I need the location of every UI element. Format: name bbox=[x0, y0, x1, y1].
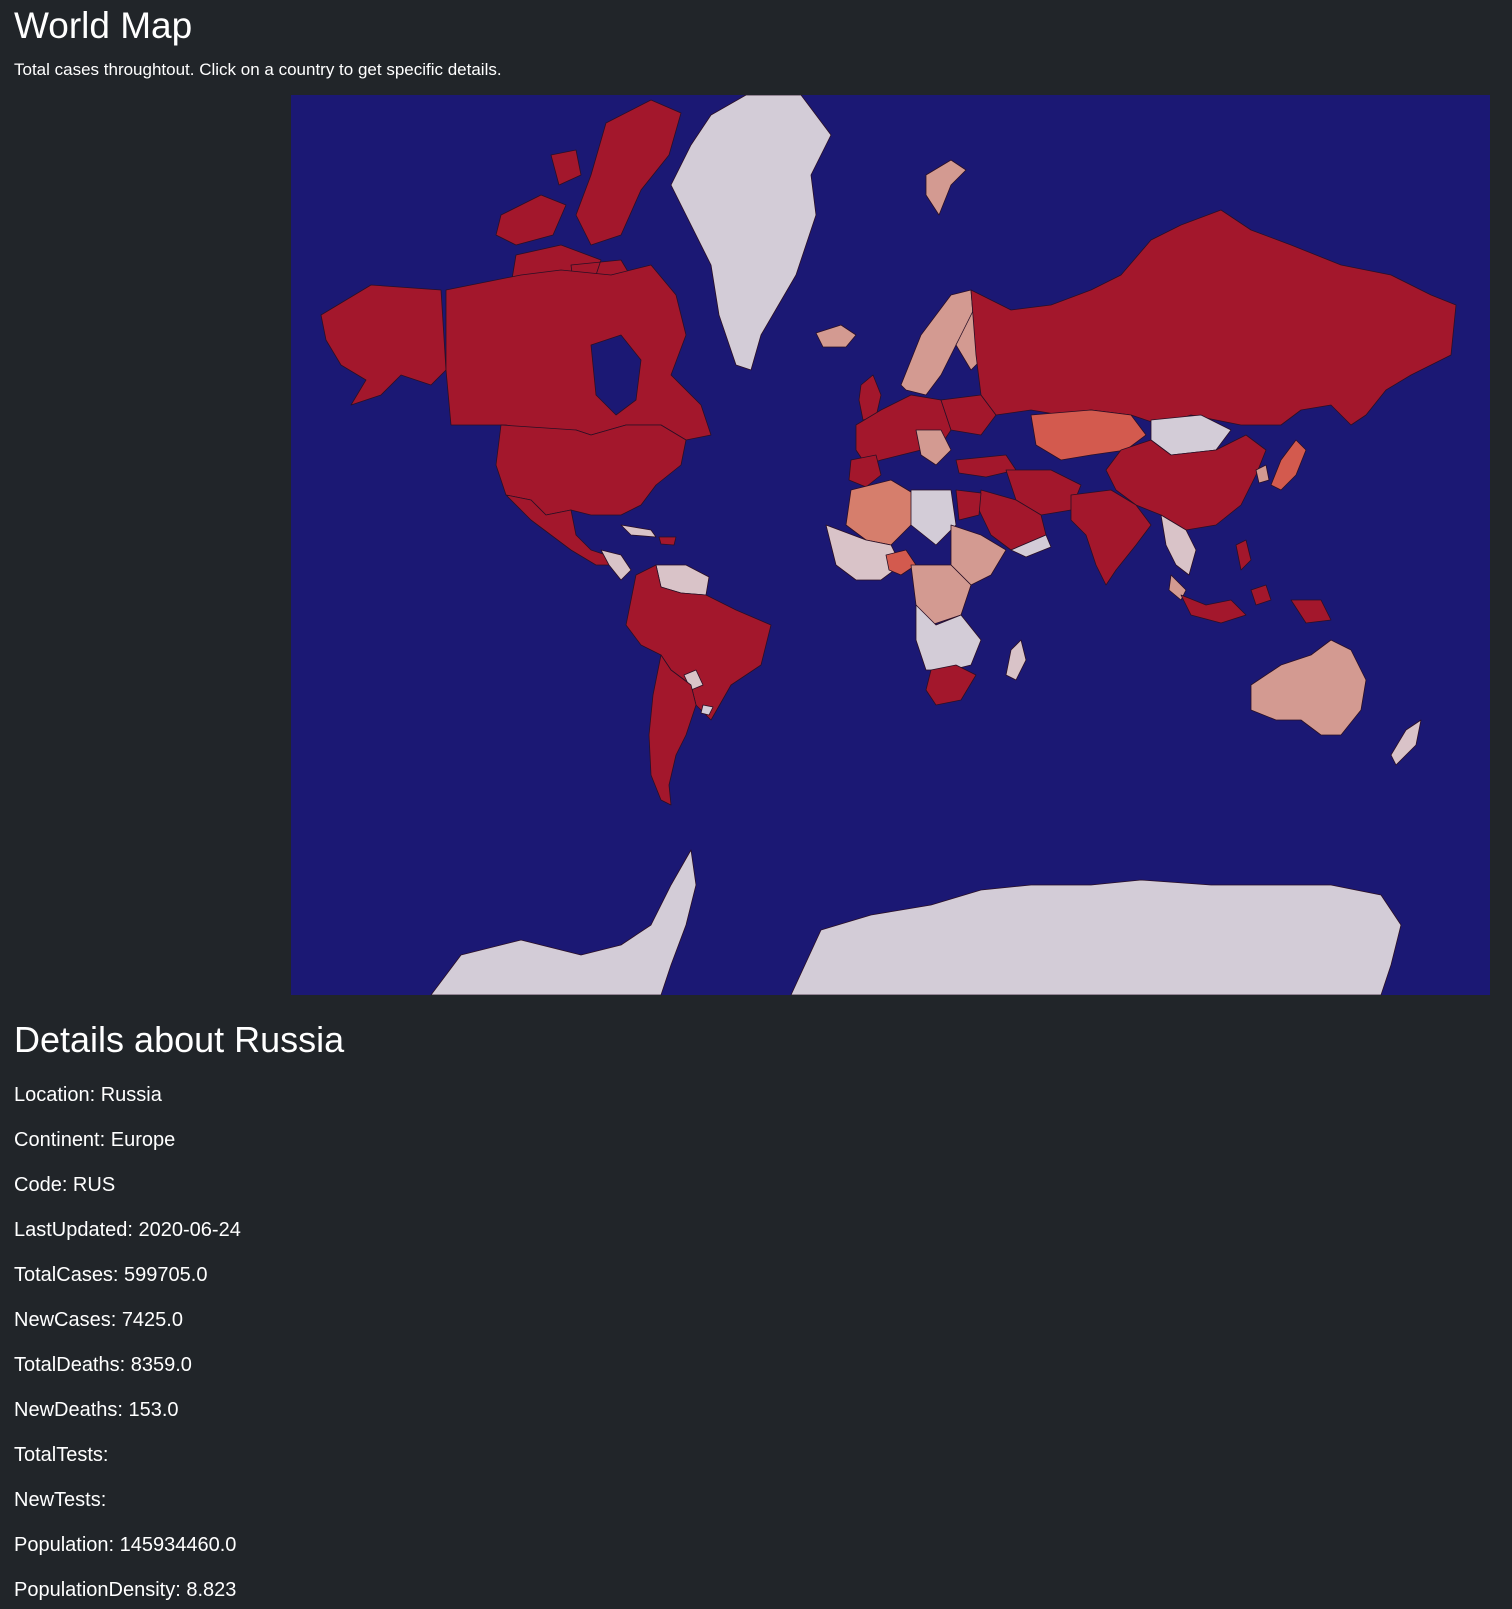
country-usa-alaska[interactable] bbox=[320, 284, 447, 406]
detail-continent: Continent: Europe bbox=[14, 1129, 176, 1151]
country-north-africa[interactable] bbox=[845, 479, 917, 546]
country-ukraine[interactable] bbox=[940, 394, 997, 436]
country-argentina-chile[interactable] bbox=[648, 654, 697, 806]
country-uruguay[interactable] bbox=[700, 704, 714, 716]
country-japan[interactable] bbox=[1270, 439, 1307, 491]
detail-total-cases: TotalCases: 599705.0 bbox=[14, 1264, 208, 1286]
hudson-bay bbox=[590, 334, 642, 416]
country-iberia[interactable] bbox=[848, 454, 882, 488]
country-iceland[interactable] bbox=[815, 324, 857, 348]
country-south-korea[interactable] bbox=[1255, 464, 1270, 484]
detail-population-density: PopulationDensity: 8.823 bbox=[14, 1579, 237, 1601]
country-philippines[interactable] bbox=[1235, 539, 1252, 571]
world-map[interactable] bbox=[291, 95, 1490, 995]
country-dominican-republic[interactable] bbox=[658, 536, 677, 546]
country-madagascar[interactable] bbox=[1005, 639, 1027, 681]
country-nigeria[interactable] bbox=[885, 549, 917, 576]
country-canada[interactable] bbox=[445, 264, 712, 441]
country-antarctica[interactable] bbox=[430, 849, 1402, 995]
country-indonesia[interactable] bbox=[1180, 584, 1332, 624]
country-west-africa[interactable] bbox=[825, 524, 902, 581]
details-list: Location: Russia Continent: Europe Code:… bbox=[14, 1083, 241, 1609]
country-south-africa[interactable] bbox=[925, 664, 977, 706]
country-brazil[interactable] bbox=[625, 564, 772, 721]
page-title: World Map bbox=[14, 5, 193, 46]
details-title: Details about Russia bbox=[14, 1019, 345, 1060]
detail-new-tests: NewTests: bbox=[14, 1489, 107, 1511]
world-map-svg[interactable] bbox=[291, 95, 1490, 995]
country-balkans[interactable] bbox=[915, 429, 952, 466]
country-greenland[interactable] bbox=[670, 95, 832, 371]
detail-code: Code: RUS bbox=[14, 1174, 116, 1196]
country-yemen-oman[interactable] bbox=[1010, 534, 1052, 558]
country-egypt[interactable] bbox=[955, 489, 982, 521]
detail-new-cases: NewCases: 7425.0 bbox=[14, 1309, 183, 1331]
country-libya-sahara[interactable] bbox=[910, 489, 957, 546]
country-new-zealand[interactable] bbox=[1390, 719, 1422, 766]
detail-total-deaths: TotalDeaths: 8359.0 bbox=[14, 1354, 192, 1376]
country-turkey[interactable] bbox=[955, 454, 1017, 478]
detail-new-deaths: NewDeaths: 153.0 bbox=[14, 1399, 179, 1421]
detail-location: Location: Russia bbox=[14, 1084, 162, 1106]
country-southeast-asia[interactable] bbox=[1160, 514, 1197, 576]
country-malaysia[interactable] bbox=[1168, 574, 1187, 601]
detail-last-updated: LastUpdated: 2020-06-24 bbox=[14, 1219, 241, 1241]
page-subtitle: Total cases throughtout. Click on a coun… bbox=[14, 60, 502, 79]
country-china[interactable] bbox=[1105, 434, 1267, 531]
country-southern-africa[interactable] bbox=[915, 604, 982, 671]
country-svalbard[interactable] bbox=[925, 159, 967, 216]
detail-total-tests: TotalTests: bbox=[14, 1444, 109, 1466]
country-cuba[interactable] bbox=[620, 524, 657, 538]
country-india-pakistan[interactable] bbox=[1070, 489, 1152, 586]
country-central-america[interactable] bbox=[600, 549, 632, 581]
detail-population: Population: 145934460.0 bbox=[14, 1534, 237, 1556]
country-australia[interactable] bbox=[1250, 639, 1367, 736]
